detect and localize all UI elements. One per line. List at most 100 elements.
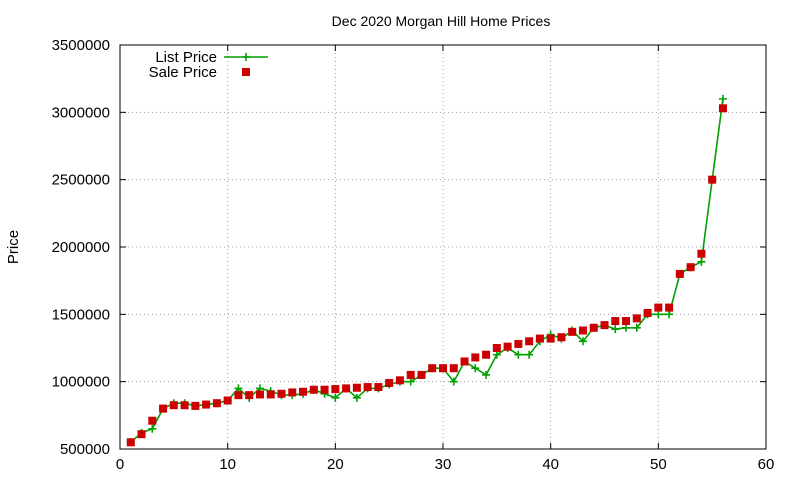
- y-tick-label: 3500000: [52, 37, 110, 54]
- list-price-point: [665, 310, 674, 319]
- sale-price-point: [600, 321, 609, 330]
- sale-price-point: [503, 342, 512, 351]
- sale-price-point: [159, 404, 168, 413]
- legend-key-sale-price-marker: [242, 68, 250, 76]
- legend-label-sale-price: Sale Price: [149, 64, 217, 81]
- sale-price-point: [611, 317, 620, 326]
- grid-lines: [120, 45, 766, 449]
- y-tick-label: 2000000: [52, 239, 110, 256]
- sale-price-point: [288, 388, 297, 397]
- list-price-point: [718, 94, 727, 103]
- sale-price-point: [449, 364, 458, 373]
- sale-price-point: [632, 314, 641, 323]
- y-tick-label: 1500000: [52, 306, 110, 323]
- x-tick-label: 40: [542, 456, 559, 473]
- x-tick-label: 0: [116, 456, 124, 473]
- list-price-point: [234, 384, 243, 393]
- x-tick-label: 20: [327, 456, 344, 473]
- x-tick-label: 10: [219, 456, 236, 473]
- sale-price-point: [223, 396, 232, 405]
- sale-price-point: [277, 389, 286, 398]
- sale-price-point: [266, 390, 275, 399]
- sale-price-point: [557, 333, 566, 342]
- sale-price-point: [654, 303, 663, 312]
- sale-price-point: [428, 364, 437, 373]
- sale-price-point: [460, 357, 469, 366]
- sale-price-point: [255, 390, 264, 399]
- list-price-line: [130, 98, 724, 443]
- list-price-point: [492, 350, 501, 359]
- sale-price-point: [686, 263, 695, 272]
- sale-price-point: [514, 339, 523, 348]
- legend: List Price Sale Price: [149, 49, 268, 81]
- sale-price-point: [718, 104, 727, 113]
- list-price-point: [331, 393, 340, 402]
- x-tick-label: 30: [435, 456, 452, 473]
- sale-price-point: [212, 399, 221, 408]
- list-price-point: [632, 323, 641, 332]
- sale-price-point: [439, 364, 447, 373]
- sale-price-point: [697, 249, 706, 258]
- sale-price-point: [180, 401, 189, 410]
- list-price-point: [449, 377, 458, 386]
- list-price-point: [471, 364, 480, 373]
- list-price-point: [525, 350, 534, 359]
- sale-price-point: [546, 334, 555, 343]
- sale-price-point: [202, 400, 211, 409]
- sale-price-point: [342, 384, 351, 393]
- y-axis-label: Price: [5, 230, 22, 264]
- sale-price-point: [191, 401, 200, 410]
- y-tick-label: 2500000: [52, 172, 110, 189]
- sale-price-point: [234, 391, 243, 400]
- sale-price-point: [535, 334, 544, 343]
- sale-price-point: [395, 376, 404, 385]
- sale-price-point: [568, 327, 577, 336]
- list-price-point: [406, 377, 415, 386]
- sale-price-point: [675, 269, 684, 278]
- sale-price-point: [589, 323, 598, 332]
- list-price-point: [622, 323, 631, 332]
- y-tick-label: 1000000: [52, 374, 110, 391]
- list-price-point: [697, 257, 706, 266]
- x-tick-label: 50: [650, 456, 667, 473]
- sale-price-point: [643, 308, 652, 317]
- sale-price-point: [492, 344, 501, 352]
- sale-price-point: [137, 430, 146, 439]
- axis-ticks: 500000 1000000 1500000 2000000 2500000 300000…: [52, 37, 775, 473]
- sale-price-point: [471, 353, 480, 362]
- sale-price-point: [482, 350, 491, 359]
- list-price-point: [514, 350, 523, 359]
- y-tick-label: 3000000: [52, 104, 110, 121]
- sale-price-point: [708, 175, 717, 184]
- y-tick-label: 500000: [60, 441, 110, 458]
- sale-price-point: [148, 416, 157, 425]
- sale-price-point: [665, 303, 674, 312]
- sale-price-point: [578, 326, 587, 335]
- sale-price-point: [417, 370, 426, 379]
- sale-price-point: [352, 383, 361, 392]
- sale-price-point: [374, 383, 383, 392]
- sale-price-point: [245, 391, 254, 400]
- list-price-point: [654, 310, 663, 319]
- sale-price-point: [169, 401, 178, 410]
- sale-price-point: [331, 385, 340, 394]
- sale-price-point: [309, 385, 318, 394]
- sale-price-point: [299, 387, 308, 396]
- sale-price-point: [525, 337, 534, 346]
- legend-key-list-price-marker: [242, 53, 250, 61]
- data-series: [126, 94, 727, 447]
- sale-price-point: [363, 383, 372, 392]
- sale-price-point: [320, 385, 329, 394]
- legend-label-list-price: List Price: [155, 49, 217, 66]
- list-price-point: [578, 337, 587, 346]
- sale-price-point: [126, 438, 135, 447]
- sale-price-point: [385, 379, 394, 388]
- sale-price-point: [622, 317, 631, 326]
- list-price-point: [482, 370, 491, 379]
- list-price-point: [148, 424, 157, 433]
- x-tick-label: 60: [758, 456, 775, 473]
- sale-price-point: [406, 370, 415, 379]
- list-price-point: [352, 393, 361, 402]
- list-price-point: [611, 325, 620, 334]
